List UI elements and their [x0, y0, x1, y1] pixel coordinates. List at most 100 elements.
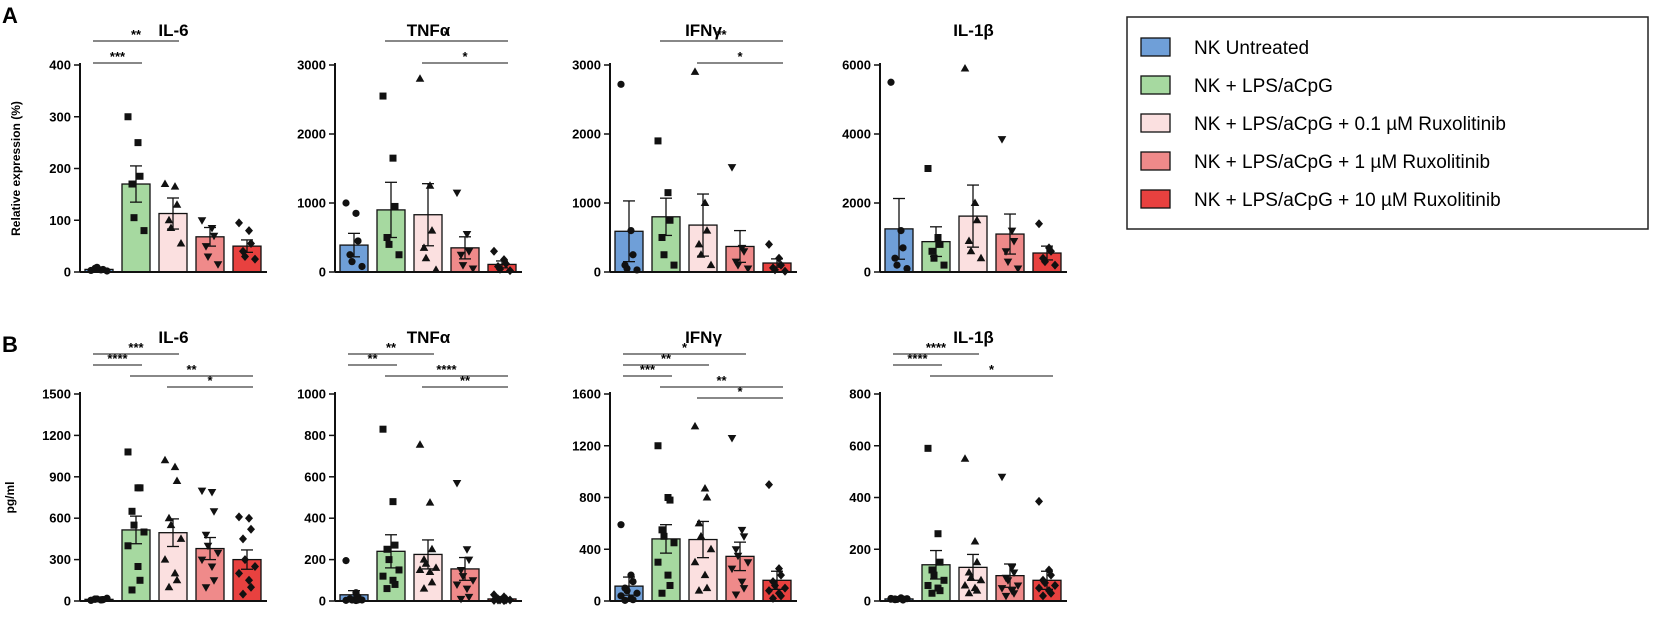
data-point	[389, 576, 397, 584]
significance-label: *	[737, 49, 743, 64]
data-point	[1041, 257, 1049, 267]
y-tick-label: 0	[319, 594, 326, 609]
data-point	[124, 113, 132, 121]
data-point	[93, 263, 101, 271]
data-point	[348, 258, 356, 266]
y-axis-label: Relative expression (%)	[9, 101, 23, 236]
data-point	[197, 217, 207, 225]
data-point	[419, 584, 429, 592]
data-point	[379, 92, 387, 100]
data-point	[936, 240, 944, 248]
data-point	[245, 226, 253, 236]
y-tick-label: 1200	[572, 438, 601, 453]
data-point	[924, 581, 932, 589]
data-point	[733, 262, 743, 270]
y-tick-label: 2000	[572, 127, 601, 142]
data-point	[425, 498, 435, 506]
data-point	[617, 521, 625, 529]
data-point	[421, 253, 431, 262]
data-point	[385, 240, 393, 248]
chart-title: IFNγ	[685, 21, 722, 40]
data-point	[462, 585, 472, 594]
data-point	[899, 244, 907, 252]
y-tick-label: 900	[49, 469, 71, 484]
y-tick-label: 1200	[42, 428, 71, 443]
data-point	[164, 513, 174, 522]
data-point	[960, 454, 970, 462]
y-tick-label: 600	[49, 511, 71, 526]
data-point	[160, 179, 170, 188]
data-point	[456, 595, 466, 604]
data-point	[694, 239, 704, 248]
data-point	[690, 557, 700, 566]
data-point	[1041, 578, 1049, 588]
data-point	[696, 531, 706, 540]
data-point	[960, 580, 970, 589]
data-point	[342, 199, 350, 207]
y-tick-label: 800	[304, 428, 326, 443]
data-point	[1003, 258, 1013, 267]
data-point	[966, 573, 976, 581]
data-point	[421, 559, 431, 567]
data-point	[425, 567, 435, 576]
data-point	[124, 542, 132, 550]
data-point	[136, 576, 144, 584]
data-point	[706, 260, 716, 269]
legend-swatch-5	[1140, 189, 1171, 209]
data-point	[964, 236, 974, 244]
data-point	[456, 566, 466, 575]
data-point	[781, 583, 789, 593]
data-point	[1035, 496, 1043, 506]
data-point	[494, 595, 502, 605]
data-point	[928, 566, 936, 574]
data-point	[1051, 260, 1059, 270]
data-point	[1009, 590, 1019, 598]
data-point	[464, 248, 474, 256]
data-point	[936, 558, 944, 566]
data-point	[1047, 246, 1055, 256]
data-point	[201, 584, 211, 592]
data-point	[427, 544, 437, 553]
y-tick-label: 0	[64, 265, 71, 280]
y-tick-label: 1600	[572, 387, 601, 402]
data-point	[654, 442, 662, 450]
data-point	[213, 549, 223, 558]
data-point	[960, 63, 970, 72]
y-tick-label: 0	[594, 265, 601, 280]
data-point	[731, 591, 741, 600]
legend-frame	[1126, 16, 1649, 230]
significance-label: *	[462, 49, 468, 64]
data-point	[660, 532, 668, 540]
data-point	[700, 198, 710, 206]
data-point	[391, 580, 399, 588]
data-point	[170, 182, 180, 190]
data-point	[727, 164, 737, 172]
data-point	[1039, 591, 1047, 601]
y-tick-label: 400	[849, 490, 871, 505]
data-point	[997, 585, 1007, 593]
data-point	[627, 227, 635, 235]
data-point	[462, 231, 472, 239]
significance-label: **	[131, 27, 142, 42]
chart-title: IL-6	[158, 328, 188, 347]
data-point	[239, 534, 247, 544]
data-point	[743, 265, 753, 274]
data-point	[209, 232, 219, 241]
legend-entry-3: NK + LPS/aCpG + 0.1 µM Ruxolitinib	[1194, 114, 1506, 135]
data-point	[395, 251, 403, 259]
significance-label: **	[386, 340, 397, 355]
chart-title: IL-6	[158, 21, 188, 40]
data-point	[690, 421, 700, 430]
data-point	[1001, 248, 1011, 256]
data-point	[654, 137, 662, 145]
data-point	[765, 586, 773, 596]
y-tick-label: 0	[319, 265, 326, 280]
data-point	[694, 586, 704, 594]
data-point	[164, 215, 174, 224]
y-tick-label: 800	[849, 387, 871, 402]
data-point	[391, 541, 399, 549]
data-point	[346, 251, 354, 259]
